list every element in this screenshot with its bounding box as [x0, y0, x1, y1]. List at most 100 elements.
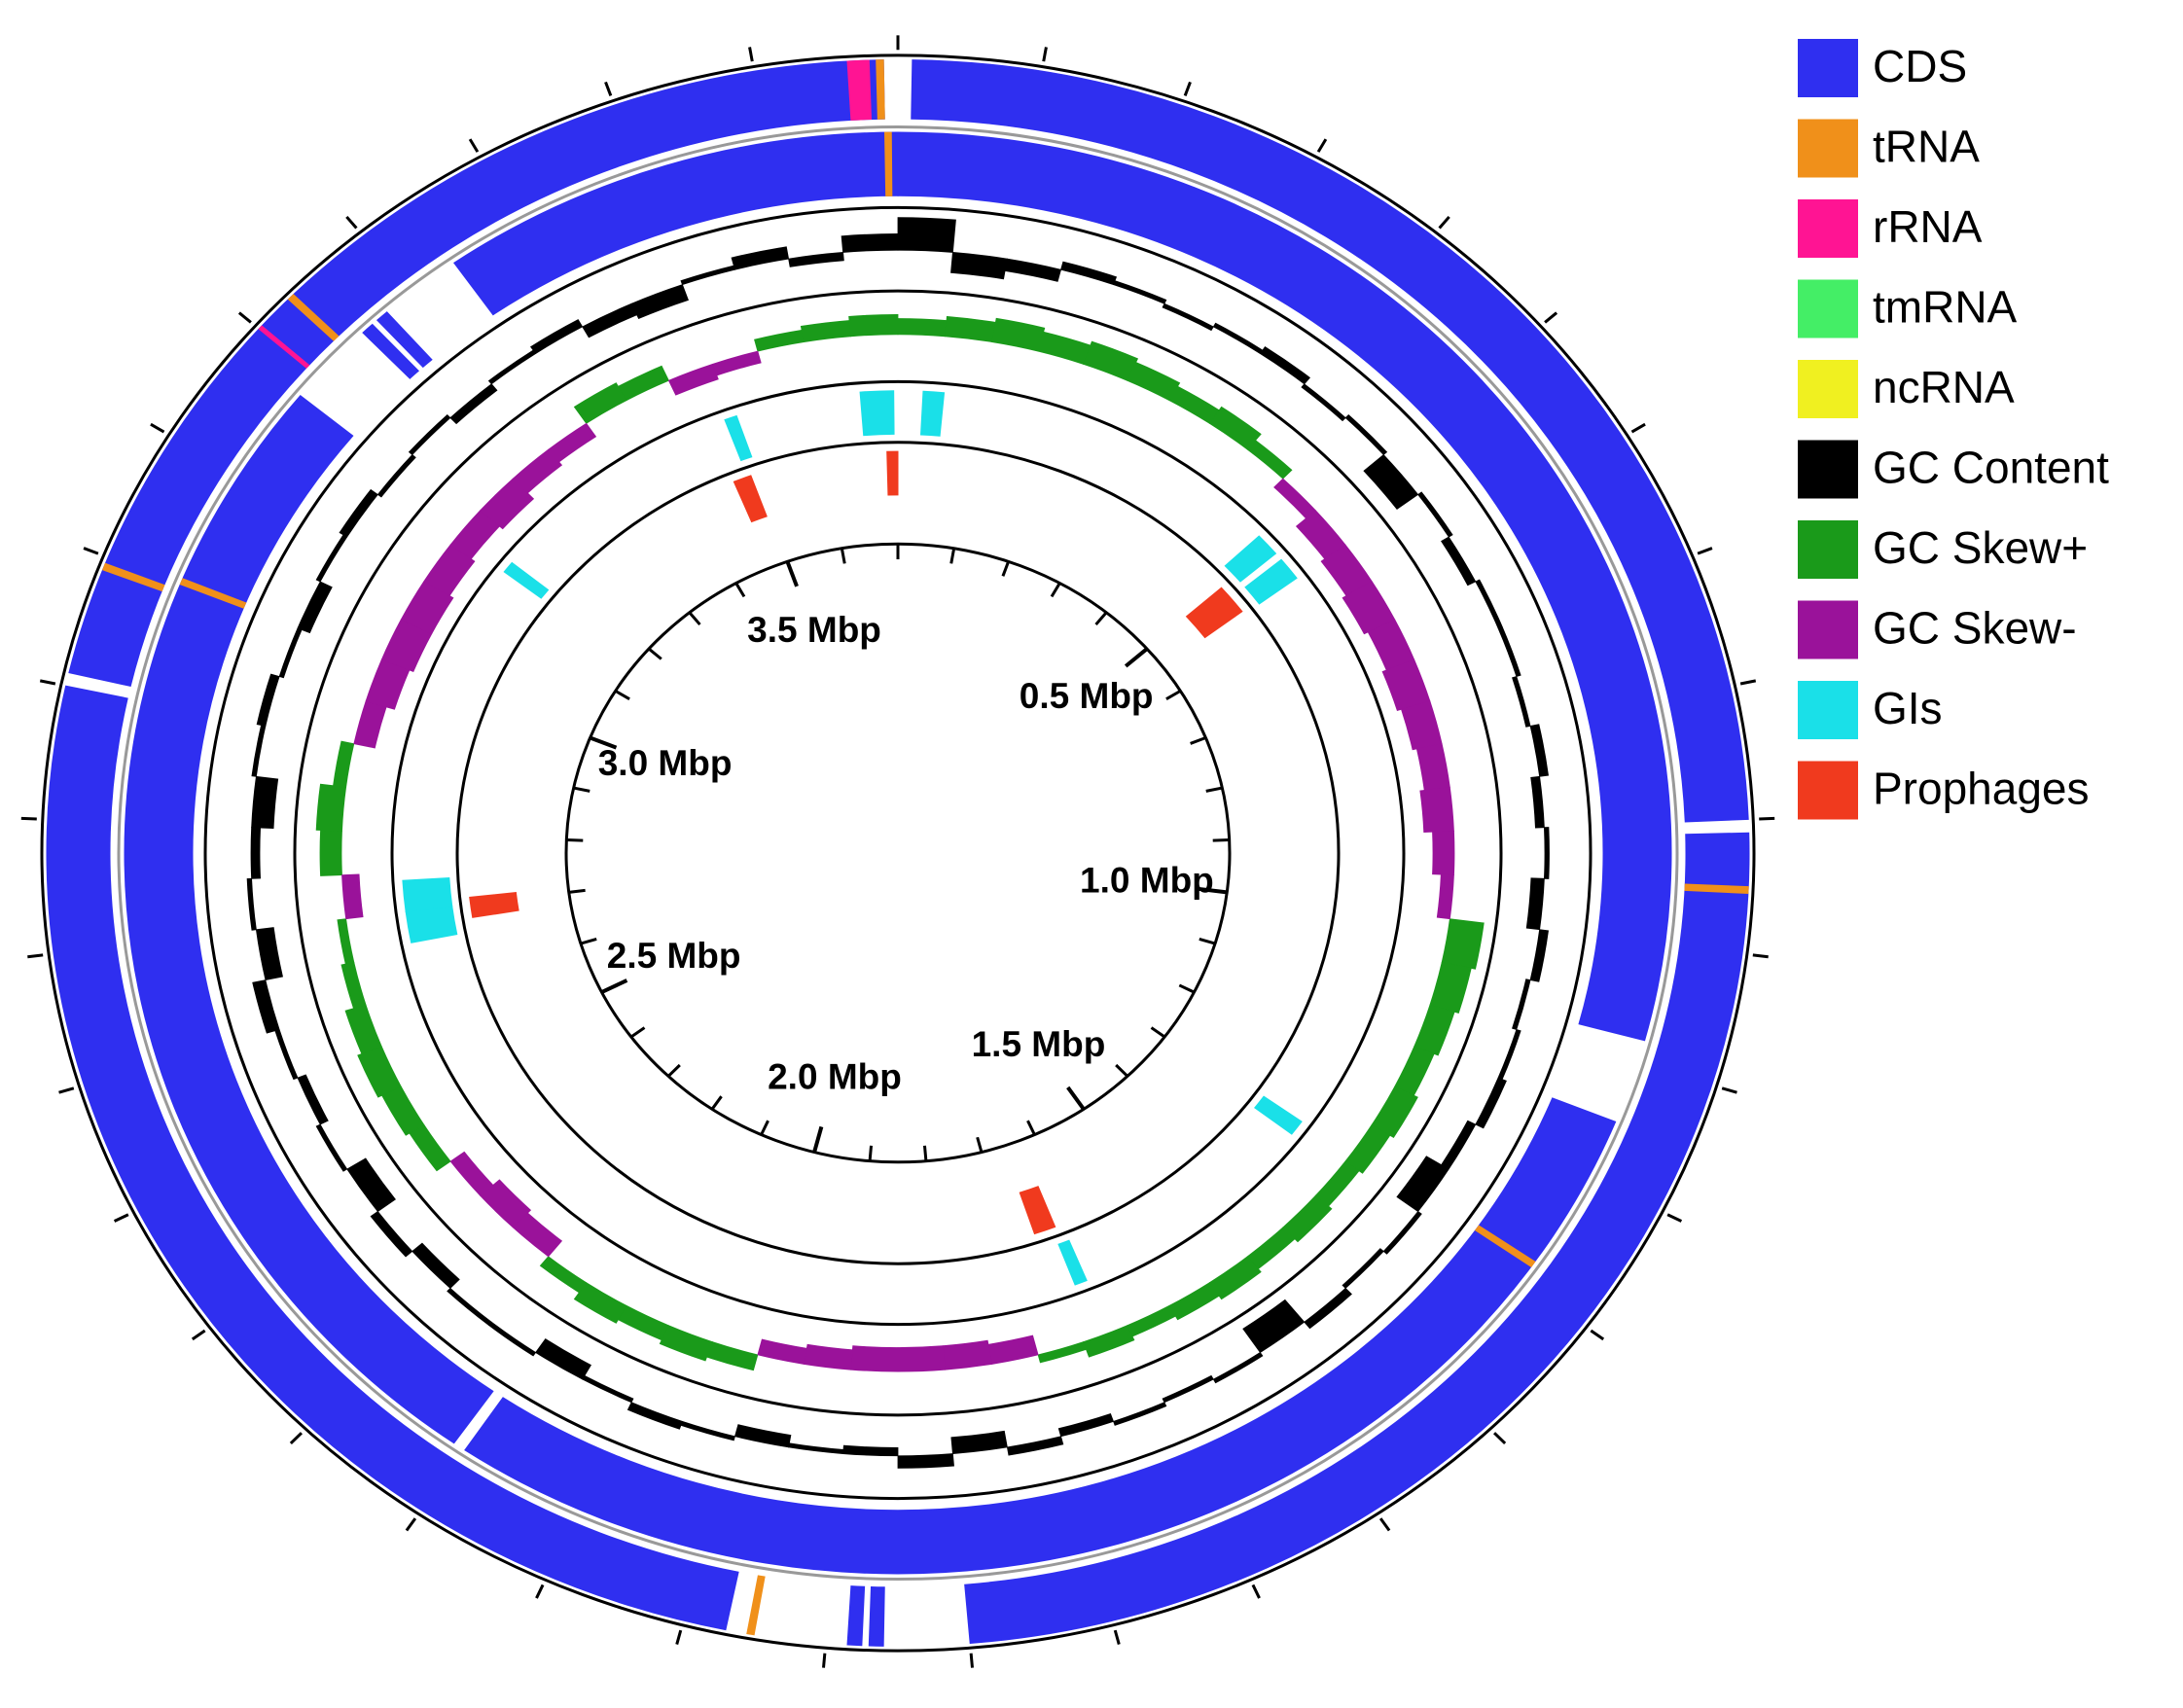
gc-bar	[409, 1123, 451, 1172]
gc-bar	[1529, 724, 1549, 777]
ring	[390, 379, 1406, 1327]
feature	[1474, 1225, 1536, 1267]
gc-bar	[950, 252, 1008, 280]
outer-tick	[1113, 1629, 1121, 1645]
gc-bar	[1429, 961, 1472, 1014]
legend-swatch	[1798, 199, 1858, 258]
feature	[733, 475, 768, 523]
ring	[203, 205, 1593, 1501]
gc-bar	[680, 265, 735, 286]
gc-bar	[667, 363, 719, 396]
tracks: 0.5 Mbp 1.0 Mbp 1.5 Mbp 2.0 Mbp 2.5 Mbp 3.0 M…	[20, 35, 1775, 1668]
gc-bar	[630, 284, 689, 320]
gc-bar	[548, 422, 597, 463]
tick	[976, 1136, 984, 1153]
legend-swatch	[1798, 681, 1858, 739]
gc-bar	[315, 1123, 348, 1172]
gc-bar	[1301, 383, 1346, 422]
gc-bar	[423, 544, 476, 597]
gc-bar	[480, 1179, 532, 1228]
gc-bar	[333, 740, 355, 788]
tick	[1094, 611, 1108, 626]
tick	[667, 1063, 681, 1078]
tick	[1205, 786, 1223, 793]
gc-bar	[1168, 1282, 1220, 1321]
feature	[46, 685, 739, 1631]
gc-bar	[408, 413, 451, 456]
feature	[124, 394, 494, 1444]
ring	[40, 53, 1756, 1653]
gc-bar	[897, 217, 956, 253]
legend-label: ncRNA	[1873, 362, 2015, 412]
gc-bar	[1304, 1287, 1352, 1330]
ring	[293, 289, 1503, 1417]
gc-bar	[626, 1402, 683, 1430]
gc-bar	[315, 783, 347, 832]
gc-bar	[1396, 1156, 1449, 1213]
gc-bar	[1212, 1351, 1264, 1384]
feature	[868, 1585, 885, 1647]
major-tick	[1066, 1085, 1086, 1111]
gc-bar	[1475, 1077, 1507, 1129]
tick-label: 3.5 Mbp	[747, 610, 881, 650]
gc-bar	[1530, 775, 1545, 829]
gc-bar	[1419, 786, 1454, 834]
gc-bar	[1004, 258, 1062, 282]
gc-bar	[344, 1004, 382, 1054]
tick	[710, 1095, 723, 1111]
gc-bar	[1168, 385, 1220, 424]
legend-label: tmRNA	[1873, 282, 2018, 333]
outer-tick	[1042, 47, 1048, 62]
outer-tick	[535, 1583, 545, 1599]
legend-label: CDS	[1873, 41, 1967, 91]
feature	[1057, 1239, 1088, 1286]
outer-tick	[1630, 422, 1646, 434]
tick	[734, 582, 746, 598]
outer-tick	[822, 1653, 827, 1668]
gc-bar	[842, 1444, 899, 1457]
gc-bar	[278, 627, 303, 679]
legend-label: tRNA	[1873, 122, 1980, 172]
legend-swatch	[1798, 440, 1858, 499]
feature	[846, 59, 873, 121]
tick	[949, 548, 956, 564]
outer-tick	[289, 1432, 303, 1444]
major-tick	[1199, 886, 1228, 895]
gc-bar	[251, 725, 267, 777]
gc-bar	[1246, 440, 1293, 480]
tick	[688, 611, 701, 626]
tick	[648, 647, 662, 660]
gc-bar	[1162, 302, 1214, 332]
gc-bar	[706, 1341, 759, 1371]
gc-bar	[1259, 346, 1311, 385]
gc-bar	[617, 365, 669, 402]
gc-bar	[447, 1287, 492, 1327]
outer-tick	[83, 547, 99, 555]
outer-tick	[1666, 1213, 1683, 1223]
gc-bar	[297, 1074, 329, 1125]
gc-bar	[1127, 362, 1181, 402]
legend-swatch	[1798, 279, 1858, 338]
legend-swatch	[1798, 600, 1858, 659]
feature	[464, 1097, 1617, 1575]
legend-swatch	[1798, 39, 1858, 97]
gc-bar	[346, 1157, 397, 1213]
gc-bar	[1057, 1412, 1115, 1438]
outer-tick	[969, 1653, 974, 1668]
tick-label: 1.0 Mbp	[1080, 860, 1214, 900]
gc-bar	[757, 1338, 807, 1365]
gc-bar	[1037, 1341, 1088, 1364]
gc-bar	[803, 1343, 853, 1370]
feature	[911, 59, 1749, 823]
feature	[1019, 1186, 1056, 1235]
gc-bar	[850, 1345, 899, 1372]
gc-bar	[252, 979, 280, 1034]
tick	[1150, 1026, 1166, 1039]
gc-bar	[897, 1345, 946, 1372]
gc-bar	[680, 1420, 735, 1441]
gc-bar	[1212, 322, 1264, 355]
tick	[573, 786, 590, 793]
tick	[760, 1120, 769, 1136]
tick	[629, 1026, 646, 1039]
